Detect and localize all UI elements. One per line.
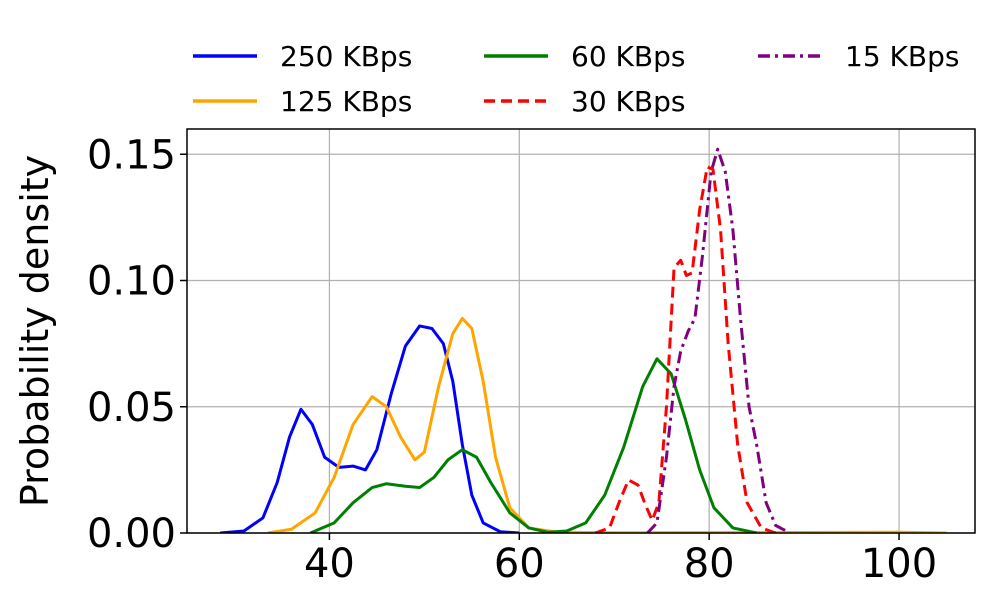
series-line-3 <box>594 165 777 533</box>
series-line-4 <box>646 147 791 533</box>
y-tick-label: 0.05 <box>87 385 176 431</box>
legend-label-4: 15 KBps <box>845 40 959 73</box>
legend-label-1: 125 KBps <box>280 85 412 118</box>
y-tick-label: 0.10 <box>87 259 176 305</box>
x-tick-label: 80 <box>684 541 735 587</box>
legend-label-3: 30 KBps <box>571 85 685 118</box>
y-tick-label: 0.15 <box>87 132 176 178</box>
x-tick-label: 60 <box>494 541 545 587</box>
x-tick-label: 100 <box>861 541 937 587</box>
series-line-1 <box>267 316 947 533</box>
legend: 250 KBps 125 KBps 60 KBps 30 KBps 15 KBps <box>193 40 959 118</box>
y-axis-title: Probability density <box>13 155 57 507</box>
ticks: 40 60 80 100 0.00 0.05 0.10 0.15 <box>87 132 937 587</box>
legend-label-2: 60 KBps <box>571 40 685 73</box>
series-line-0 <box>220 324 520 533</box>
plot-frame <box>186 128 976 534</box>
grid <box>187 129 975 534</box>
y-tick-label: 0.00 <box>87 511 176 557</box>
legend-label-0: 250 KBps <box>280 40 412 73</box>
x-tick-label: 40 <box>304 541 355 587</box>
series-line-2 <box>309 357 757 533</box>
